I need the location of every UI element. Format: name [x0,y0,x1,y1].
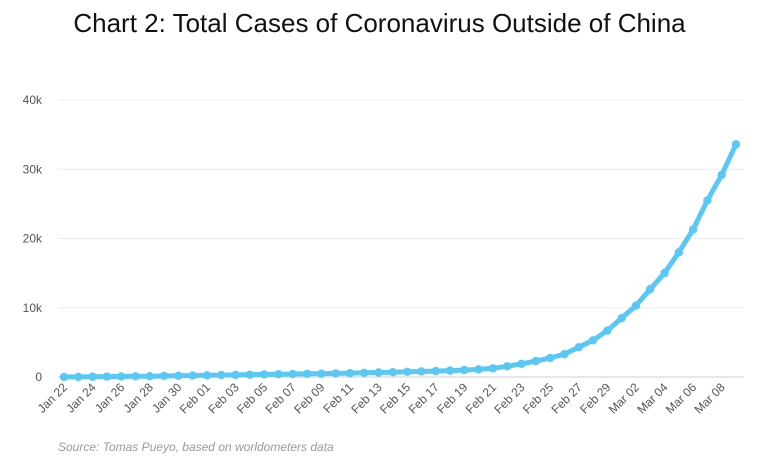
data-point [431,366,440,376]
data-point [88,372,97,381]
x-tick-label: Feb 19 [434,380,471,417]
data-point [174,371,183,380]
series-line [61,141,739,380]
x-tick-label: Mar 08 [692,380,729,417]
data-point [646,284,655,294]
chart-title: Chart 2: Total Cases of Coronavirus Outs… [73,8,686,38]
data-point [674,248,684,257]
data-point [259,370,269,379]
data-point [588,336,598,345]
series-total-cases [59,140,741,382]
y-tick-label: 20k [23,232,43,246]
x-tick-label: Feb 09 [291,380,328,417]
x-tick-label: Feb 03 [205,380,242,417]
data-point [517,359,526,369]
data-point [402,367,412,377]
data-point [717,170,726,179]
x-tick-label: Feb 01 [177,380,214,417]
data-point [116,372,126,381]
data-point [331,369,340,378]
data-point [388,367,398,377]
data-point [631,301,641,310]
x-tick-label: Feb 29 [577,380,614,417]
data-point [231,370,240,380]
data-point [731,140,741,149]
x-tick-label: Jan 28 [121,380,157,416]
gridlines [58,99,744,378]
data-point [145,371,154,381]
data-point [74,372,83,382]
data-point [360,368,369,378]
x-tick-label: Feb 15 [377,380,414,417]
x-tick-label: Jan 24 [63,380,99,416]
data-point [603,326,612,335]
x-tick-label: Feb 13 [348,380,385,417]
data-point [245,370,255,379]
data-point [660,268,669,278]
data-point [545,353,555,363]
x-tick-label: Mar 04 [634,380,671,417]
source-note: Source: Tomas Pueyo, based on worldomete… [58,440,334,454]
x-tick-label: Feb 25 [520,380,557,417]
x-tick-label: Jan 26 [92,380,128,416]
data-point [317,369,326,378]
data-point [302,369,312,379]
data-point [460,365,469,375]
data-point [560,349,569,359]
data-point [374,368,383,377]
data-point [445,366,455,375]
data-point [131,372,140,381]
x-tick-label: Mar 02 [606,380,643,417]
x-tick-label: Feb 27 [549,380,586,417]
x-tick-label: Feb 21 [463,380,500,417]
data-point [188,371,197,380]
x-tick-label: Mar 06 [663,380,700,417]
data-point [574,343,583,352]
data-point [617,313,626,323]
data-point [102,372,112,381]
y-axis-ticks: 0 10k 20k 30k 40k [23,93,43,384]
data-point [217,370,226,380]
x-tick-label: Feb 07 [263,380,300,417]
data-point [288,369,297,379]
data-point [503,362,512,371]
data-point [703,196,712,205]
data-point [345,368,355,378]
y-tick-label: 10k [23,301,43,315]
x-tick-label: Feb 05 [234,380,271,417]
x-tick-label: Jan 22 [35,380,71,416]
data-point [688,225,698,234]
y-tick-label: 30k [23,162,43,176]
data-point [531,356,541,366]
y-tick-label: 0 [35,370,42,384]
y-tick-label: 40k [23,93,43,107]
data-point [488,364,498,373]
data-point [417,367,426,376]
data-point [59,372,69,382]
data-point [159,371,169,381]
x-tick-label: Feb 23 [491,380,528,417]
data-point [474,365,483,374]
x-tick-label: Feb 17 [406,380,443,417]
data-point [202,371,212,380]
data-point [274,370,283,379]
